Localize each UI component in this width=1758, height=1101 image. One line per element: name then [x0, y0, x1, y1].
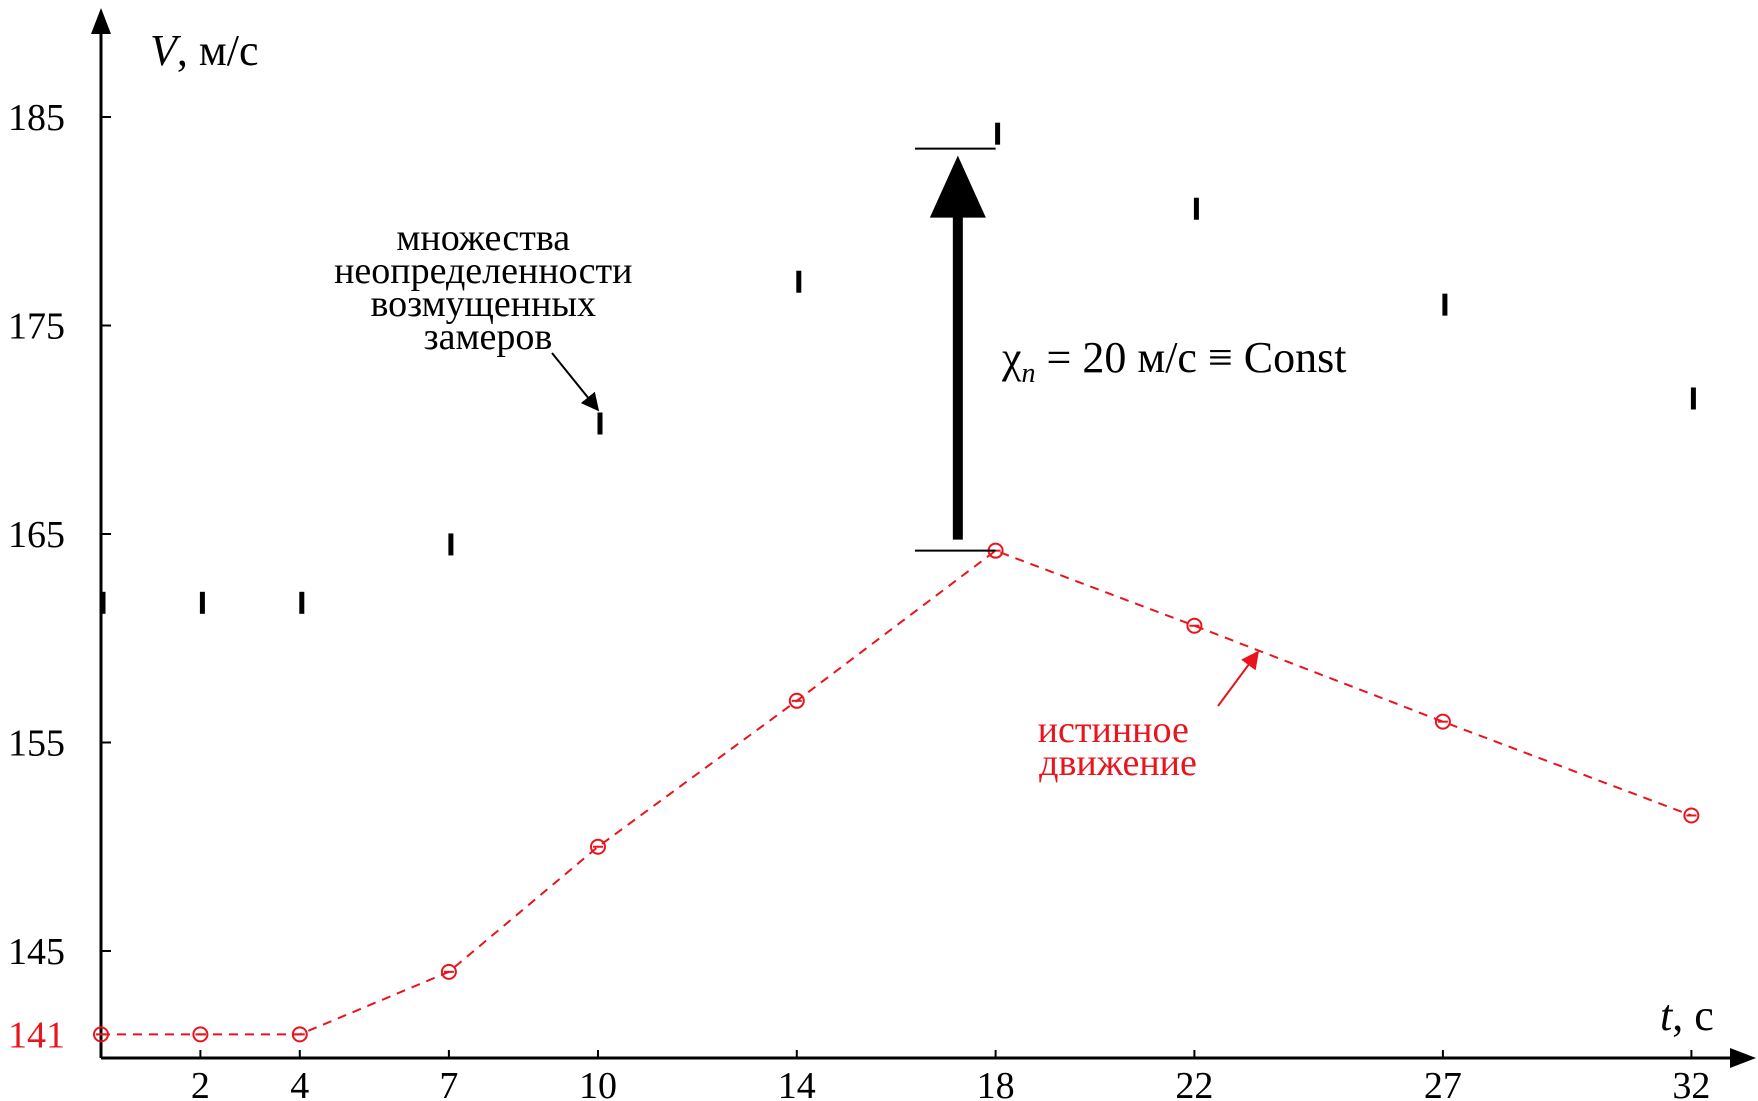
true-motion-point [93, 1026, 109, 1043]
y-tick-label: 175 [8, 306, 65, 348]
x-axis-label: t, с [1660, 991, 1714, 1040]
offset-subscript: n [1022, 358, 1036, 389]
x-tick-label: 2 [191, 1065, 210, 1101]
y-tick-label: 165 [8, 514, 65, 556]
measurements-label: множества неопределенности возмущенных з… [334, 217, 642, 358]
true-motion-point [788, 692, 805, 709]
y-tick-label: 185 [8, 97, 65, 139]
true-motion-point [291, 1026, 308, 1043]
measurements-label-line-2: неопределенности [334, 250, 632, 292]
true-motion-point [1683, 807, 1700, 824]
true-motion-pointer-arrow [1217, 650, 1260, 707]
offset-label: χn = 20 м/с ≡ Const [1001, 333, 1346, 389]
true-motion-point [192, 1026, 209, 1043]
x-axis-unit: , с [1672, 991, 1714, 1040]
true-motion-point [1186, 617, 1203, 634]
true-motion-label-line-1: истинное [1038, 709, 1189, 751]
x-axis-arrow [1730, 1048, 1756, 1068]
true-motion-point [1434, 713, 1451, 730]
x-axis-var: t [1660, 991, 1674, 1040]
y-axis-var: V [150, 26, 182, 75]
series-true-motion [93, 542, 1700, 1043]
y-axis-arrow [91, 8, 111, 34]
offset-arrow [915, 147, 996, 552]
true-motion-line [101, 549, 1692, 1036]
y-tick-label: 145 [8, 931, 65, 973]
true-motion-point [440, 963, 457, 980]
x-tick-label: 4 [290, 1065, 309, 1101]
measurements-pointer-arrow [551, 352, 600, 412]
x-tick-label: 18 [977, 1065, 1015, 1101]
true-motion-point [590, 838, 606, 855]
measurements-label-line-1: множества [396, 217, 570, 259]
offset-symbol: χ [1001, 333, 1022, 382]
measurements-label-line-3: возмущенных [370, 283, 596, 325]
x-tick-label: 32 [1672, 1065, 1710, 1101]
x-ticks: 2 4 7 10 14 18 22 27 32 [191, 1050, 1710, 1101]
x-tick-label: 22 [1175, 1065, 1213, 1101]
true-motion-label-line-2: движение [1039, 742, 1197, 784]
x-tick-label: 10 [579, 1065, 617, 1101]
x-tick-label: 27 [1424, 1065, 1462, 1101]
series-measurements [100, 122, 1696, 614]
axes [91, 8, 1756, 1068]
offset-rest: = 20 м/с ≡ Const [1036, 333, 1347, 382]
offset-arrow-head [929, 155, 986, 218]
y-axis-label: V, м/с [150, 26, 259, 75]
x-tick-label: 14 [778, 1065, 816, 1101]
y-ticks: 145 155 165 175 185 141 [8, 97, 111, 1056]
measurements-label-line-4: замеров [424, 316, 553, 358]
y-tick-label-special: 141 [8, 1014, 65, 1056]
true-motion-label: истинное движение [1038, 709, 1199, 784]
y-tick-label: 155 [8, 723, 65, 765]
y-axis-unit: , м/с [177, 26, 259, 75]
x-tick-label: 7 [439, 1065, 458, 1101]
